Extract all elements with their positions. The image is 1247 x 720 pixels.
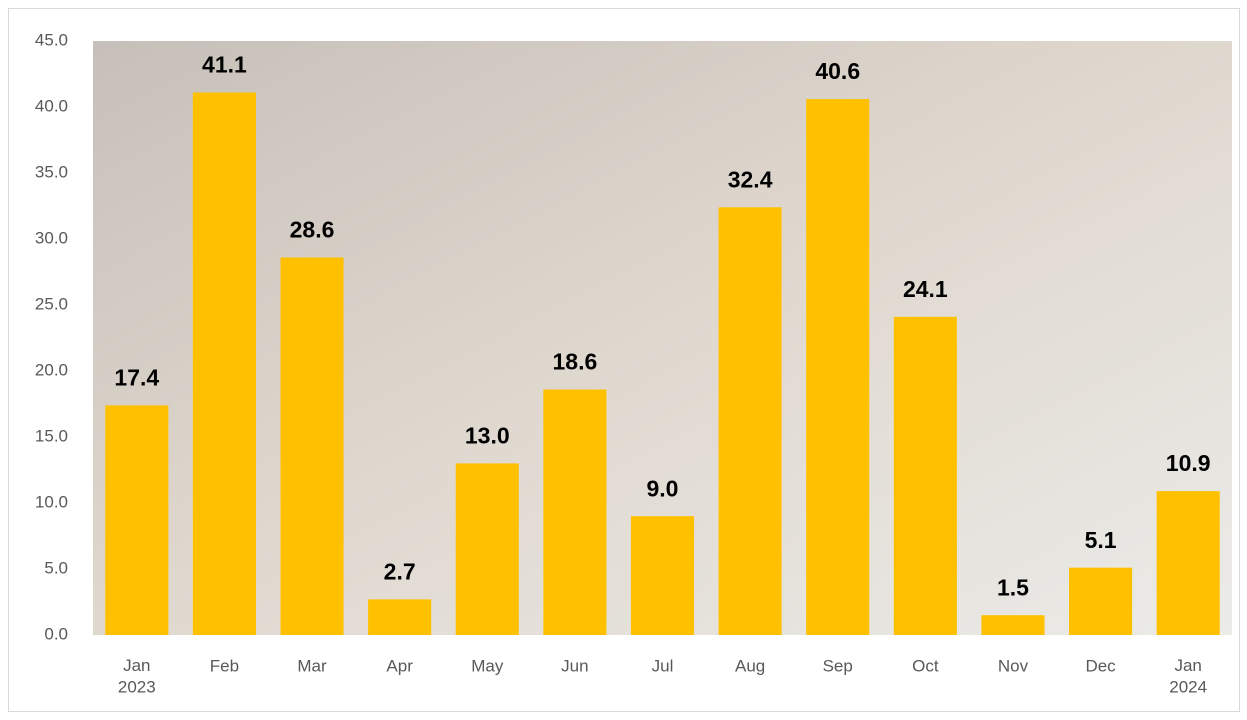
y-tick-label: 30.0	[35, 228, 68, 247]
y-tick-label: 40.0	[35, 96, 68, 115]
x-tick-label: Mar	[297, 656, 327, 675]
y-tick-label: 45.0	[35, 30, 68, 49]
y-tick-label: 15.0	[35, 426, 68, 445]
y-tick-label: 20.0	[35, 360, 68, 379]
x-tick-label: Jul	[652, 656, 674, 675]
value-label: 17.4	[114, 364, 159, 390]
value-label: 40.6	[815, 58, 860, 84]
y-tick-label: 10.0	[35, 492, 68, 511]
x-tick-label: Nov	[998, 656, 1029, 675]
value-label: 24.1	[903, 276, 948, 302]
bar	[1069, 568, 1132, 635]
bar	[719, 207, 782, 635]
bar	[105, 405, 168, 635]
x-tick-label: May	[471, 656, 504, 675]
bar	[894, 317, 957, 635]
bar	[280, 257, 343, 635]
value-label: 5.1	[1085, 527, 1117, 553]
y-tick-label: 25.0	[35, 294, 68, 313]
value-label: 41.1	[202, 52, 247, 78]
chart: 0.0 5.0 10.0 15.0 20.0 25.0 30.0 35.0 40.0 45.0 17…	[0, 0, 1247, 720]
value-label: 32.4	[728, 166, 773, 192]
x-tick-label: Apr	[386, 656, 413, 675]
value-label: 9.0	[647, 475, 679, 501]
bar	[1157, 491, 1220, 635]
bar	[981, 615, 1044, 635]
page: 0.0 5.0 10.0 15.0 20.0 25.0 30.0 35.0 40.0 45.0 17…	[0, 0, 1247, 720]
value-label: 28.6	[290, 217, 335, 243]
value-label: 13.0	[465, 422, 510, 448]
y-tick-label: 5.0	[44, 558, 68, 577]
value-label: 10.9	[1166, 450, 1211, 476]
bar	[193, 92, 256, 635]
value-label: 2.7	[384, 558, 416, 584]
x-tick-label: Feb	[210, 656, 239, 675]
x-tick-label: Oct	[912, 656, 939, 675]
bar	[631, 516, 694, 635]
bar	[368, 599, 431, 635]
x-tick-label: Aug	[735, 656, 765, 675]
y-tick-label: 35.0	[35, 162, 68, 181]
bar	[543, 389, 606, 635]
value-label: 18.6	[553, 349, 598, 375]
x-tick-label: Dec	[1085, 656, 1116, 675]
bar	[806, 99, 869, 635]
x-tick-label: Sep	[823, 656, 853, 675]
y-tick-label: 0.0	[44, 624, 68, 643]
x-tick-label: Jun	[561, 656, 588, 675]
value-label: 1.5	[997, 574, 1029, 600]
bar	[456, 463, 519, 635]
